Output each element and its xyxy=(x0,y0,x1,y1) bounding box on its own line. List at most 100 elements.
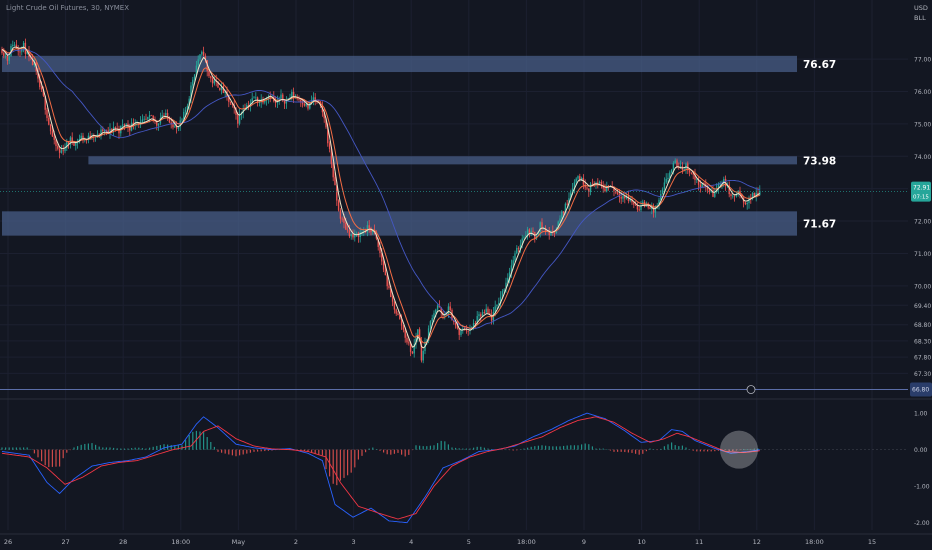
bottom-level-tag xyxy=(910,382,932,397)
candle-body xyxy=(420,341,423,361)
candle-body xyxy=(481,312,484,317)
candle-body xyxy=(472,323,475,327)
candle-body xyxy=(31,57,34,66)
candle-body xyxy=(440,307,442,313)
macd-histogram-bar xyxy=(264,449,266,452)
macd-histogram-bar xyxy=(573,445,575,450)
macd-histogram-bar xyxy=(685,447,687,450)
candle-body xyxy=(111,128,113,132)
macd-histogram-bar xyxy=(512,449,514,451)
time-tick-label: 9 xyxy=(582,538,586,546)
macd-histogram-bar xyxy=(451,447,453,450)
candle-body xyxy=(510,265,513,273)
macd-histogram-bar xyxy=(66,449,68,453)
macd-histogram-bar xyxy=(249,449,251,453)
candle-body xyxy=(597,182,599,184)
time-tick-label: May xyxy=(232,538,246,546)
candle-body xyxy=(166,113,169,118)
candle-body xyxy=(76,142,79,144)
zone-label: 71.67 xyxy=(803,218,836,230)
macd-histogram-bar xyxy=(332,449,334,484)
time-tick-label: 27 xyxy=(61,538,69,546)
macd-histogram-bar xyxy=(138,447,140,450)
candle-body xyxy=(330,148,333,164)
macd-histogram-bar xyxy=(570,445,572,450)
candle-body xyxy=(678,167,680,168)
candle-body xyxy=(526,229,529,236)
highlight-circle xyxy=(720,430,758,469)
candle-body xyxy=(170,122,172,125)
macd-histogram-bar xyxy=(84,443,86,450)
slow-moving-average xyxy=(1,49,760,330)
current-price-value: 72.91 xyxy=(913,185,930,192)
macd-histogram-bar xyxy=(559,446,561,450)
candle-body xyxy=(100,129,102,137)
macd-histogram-bar xyxy=(246,449,248,454)
candle-body xyxy=(235,108,237,115)
price-tick-label: 71.00 xyxy=(914,251,931,258)
candle-body xyxy=(598,181,601,184)
macd-histogram-bar xyxy=(545,445,547,450)
candle-body xyxy=(591,183,594,185)
candle-body xyxy=(663,182,666,190)
macd-histogram-bar xyxy=(613,449,615,452)
candle-body xyxy=(228,95,230,102)
macd-histogram-bar xyxy=(595,448,597,450)
macd-histogram-bar xyxy=(699,449,701,452)
symbol-header: Light Crude Oil Futures, 30, NYMEX xyxy=(6,4,130,12)
macd-histogram-bar xyxy=(692,449,694,451)
macd-histogram-bar xyxy=(239,449,241,456)
candle-body xyxy=(89,135,91,138)
candle-body xyxy=(532,231,534,233)
macd-histogram-bar xyxy=(627,449,629,453)
candle-body xyxy=(181,119,183,121)
macd-histogram-bar xyxy=(707,449,709,452)
macd-histogram-bar xyxy=(145,448,147,450)
candle-body xyxy=(109,128,111,134)
candle-body xyxy=(82,135,84,140)
time-tick-label: 18:00 xyxy=(517,538,536,546)
macd-histogram-bar xyxy=(192,431,194,450)
candle-body xyxy=(402,325,405,330)
candle-body xyxy=(537,231,540,236)
candle-body xyxy=(634,204,637,206)
macd-histogram-bar xyxy=(527,447,529,450)
candle-body xyxy=(202,51,205,56)
macd-histogram-bar xyxy=(152,446,154,450)
candle-body xyxy=(66,141,68,149)
candle-body xyxy=(523,236,525,239)
candle-body xyxy=(553,232,556,234)
candle-body xyxy=(406,337,408,343)
candle-body xyxy=(305,103,307,106)
macd-histogram-bar xyxy=(491,448,493,450)
macd-histogram-bar xyxy=(487,448,489,450)
candle-body xyxy=(755,192,757,197)
macd-histogram-bar xyxy=(123,448,125,450)
candle-body xyxy=(26,51,28,54)
macd-histogram-bar xyxy=(401,449,403,455)
candle-body xyxy=(229,101,232,104)
macd-histogram-bar xyxy=(120,448,122,450)
candle-body xyxy=(172,124,174,128)
candle-body xyxy=(712,190,714,197)
candle-body xyxy=(343,218,345,224)
candle-body xyxy=(53,136,55,140)
price-tick-label: 74.00 xyxy=(914,154,931,161)
candle-body xyxy=(152,115,154,120)
candle-body xyxy=(453,320,455,322)
candle-body xyxy=(435,309,437,314)
candle-body xyxy=(460,330,462,335)
zone-label: 73.98 xyxy=(803,155,836,167)
macd-histogram-bar xyxy=(102,447,104,450)
macd-histogram-bar xyxy=(566,445,568,450)
candle-body xyxy=(355,232,358,234)
macd-histogram-bar xyxy=(210,441,212,450)
macd-histogram-bar xyxy=(98,446,100,450)
candle-body xyxy=(204,55,207,61)
macd-histogram-bar xyxy=(419,445,421,450)
macd-histogram-bar xyxy=(26,447,28,450)
candle-body xyxy=(735,194,738,197)
candle-body xyxy=(51,131,54,137)
macd-histogram-bar xyxy=(134,447,136,450)
